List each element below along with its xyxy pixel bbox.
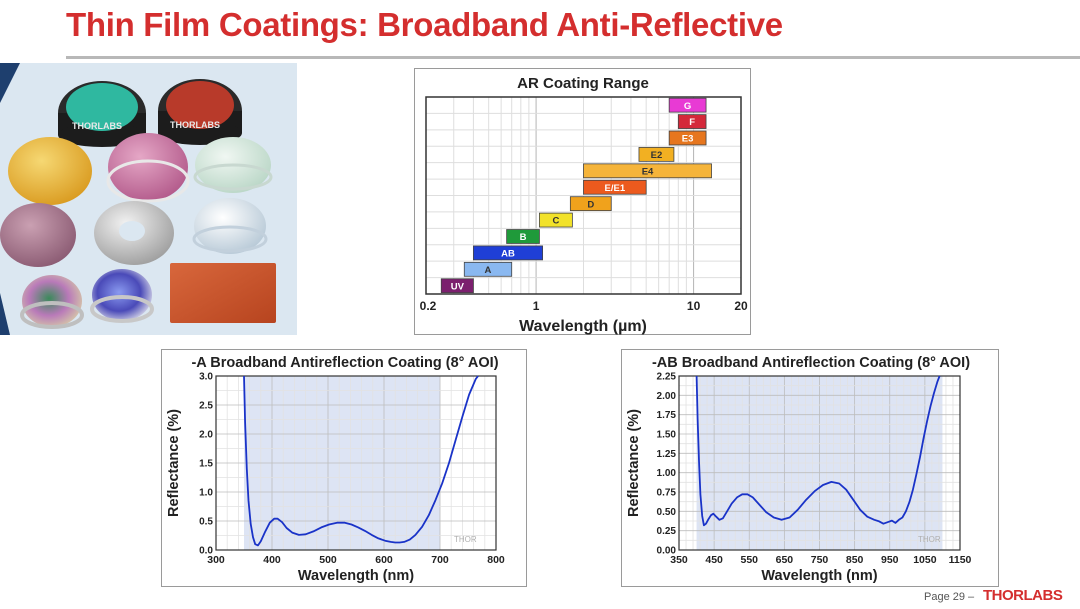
x-tick-label: 1150	[949, 554, 972, 566]
range-bar	[638, 147, 675, 162]
y-tick-label: 2.00	[657, 391, 677, 402]
x-tick-label: 1050	[913, 554, 937, 566]
y-axis-label: Reflectance (%)	[166, 409, 182, 517]
x-axis-label: Wavelength (nm)	[298, 568, 414, 584]
range-bar	[463, 261, 513, 277]
mauve-window	[0, 203, 76, 267]
y-tick-label: 3.0	[199, 372, 213, 383]
a-coating-plot: -A Broadband Antireflection Coating (8° …	[166, 355, 505, 584]
x-tick-label: 0.2	[420, 299, 437, 313]
range-bar-label: AB	[501, 249, 515, 260]
ab-coating-plot: -AB Broadband Antireflection Coating (8°…	[626, 355, 972, 584]
filter-brand-label-2: THORLABS	[170, 120, 220, 130]
range-bar-label: E3	[682, 134, 694, 145]
x-tick-label: 500	[319, 554, 337, 566]
x-tick-label: 10	[687, 299, 701, 313]
y-tick-label: 0.0	[199, 546, 213, 557]
x-tick-label: 1	[533, 299, 540, 313]
optics-photo-illustration: THORLABS THORLABS	[0, 63, 297, 335]
y-tick-label: 1.25	[657, 449, 677, 460]
title-divider	[66, 56, 1080, 59]
x-tick-label: 450	[705, 554, 723, 566]
x-tick-label: 650	[776, 554, 794, 566]
range-bar	[473, 245, 544, 261]
y-tick-label: 0.25	[657, 526, 677, 537]
x-tick-label: 550	[740, 554, 758, 566]
range-bar	[668, 97, 707, 113]
range-bar	[440, 278, 474, 294]
range-bar-label: E2	[651, 150, 663, 161]
watermark: THOR	[918, 535, 941, 544]
y-tick-label: 1.0	[199, 488, 213, 499]
optics-photo: THORLABS THORLABS	[0, 63, 297, 335]
range-bar-label: B	[520, 232, 527, 243]
range-bar	[539, 212, 573, 228]
y-tick-label: 1.75	[657, 410, 677, 421]
y-tick-label: 1.5	[199, 459, 213, 470]
x-tick-label: 300	[207, 554, 225, 566]
range-bar-label: G	[684, 101, 691, 112]
x-tick-label: 850	[846, 554, 864, 566]
range-bar-label: D	[587, 199, 594, 210]
range-bar	[677, 114, 707, 129]
range-bar	[583, 179, 647, 195]
x-axis-label: Wavelength (nm)	[761, 568, 877, 584]
range-bar	[583, 163, 712, 179]
x-tick-label: 600	[375, 554, 393, 566]
range-bar-label: F	[689, 117, 695, 128]
y-tick-label: 2.0	[199, 430, 213, 441]
y-tick-label: 2.25	[657, 372, 677, 383]
chart-title: AR Coating Range	[517, 75, 649, 92]
range-bar	[668, 130, 707, 146]
range-bar-label: UV	[451, 281, 465, 292]
x-tick-label: 700	[431, 554, 449, 566]
range-bar-label: E/E1	[605, 183, 626, 194]
x-tick-label: 20	[734, 299, 748, 313]
chart-title: -AB Broadband Antireflection Coating (8°…	[652, 355, 970, 371]
x-tick-label: 800	[487, 554, 505, 566]
y-tick-label: 0.00	[657, 546, 677, 557]
a-coating-chart: -A Broadband Antireflection Coating (8° …	[161, 349, 527, 587]
ab-coating-chart: -AB Broadband Antireflection Coating (8°…	[621, 349, 999, 587]
series-line	[243, 375, 479, 547]
y-tick-label: 0.75	[657, 488, 677, 499]
pink-window	[108, 133, 188, 201]
y-tick-label: 0.50	[657, 507, 677, 518]
range-bar	[569, 196, 612, 212]
page-number: Page 29 –	[924, 591, 975, 603]
x-tick-label: 750	[811, 554, 829, 566]
plot-frame	[425, 96, 742, 295]
x-axis-label: Wavelength (µm)	[519, 318, 647, 335]
y-tick-label: 2.5	[199, 401, 213, 412]
plot-frame	[678, 375, 961, 551]
rust-plate	[170, 263, 276, 323]
teal-mounted-filter: THORLABS	[58, 81, 146, 147]
x-tick-label: 350	[670, 554, 688, 566]
watermark: THOR	[454, 535, 477, 544]
ar-coating-range-plot: AR Coating Range UV A AB B C D E/E1 E4 E2 E3 FG 0.2 1…	[420, 75, 748, 335]
chart-title: -A Broadband Antireflection Coating (8° …	[191, 355, 498, 371]
y-tick-label: 1.00	[657, 468, 677, 479]
amber-window	[8, 137, 92, 205]
slide-title: Thin Film Coatings: Broadband Anti-Refle…	[66, 6, 783, 43]
y-tick-label: 1.50	[657, 430, 677, 441]
x-tick-label: 400	[263, 554, 281, 566]
ar-coating-range-chart: AR Coating Range UV A AB B C D E/E1 E4 E2 E3 F G 0.2 1…	[414, 68, 751, 335]
range-bar-label: E4	[642, 166, 654, 177]
range-bar-label: A	[485, 265, 492, 276]
filter-brand-label-1: THORLABS	[72, 121, 122, 131]
thorlabs-logo: THORLABS	[983, 587, 1063, 604]
x-tick-label: 950	[881, 554, 899, 566]
y-tick-label: 0.5	[199, 517, 213, 528]
red-mounted-filter: THORLABS	[158, 79, 242, 145]
range-bar	[506, 229, 540, 244]
y-axis-label: Reflectance (%)	[626, 409, 642, 517]
plot-frame	[215, 375, 497, 551]
range-bar-label: C	[552, 216, 559, 227]
series-line	[695, 375, 941, 527]
